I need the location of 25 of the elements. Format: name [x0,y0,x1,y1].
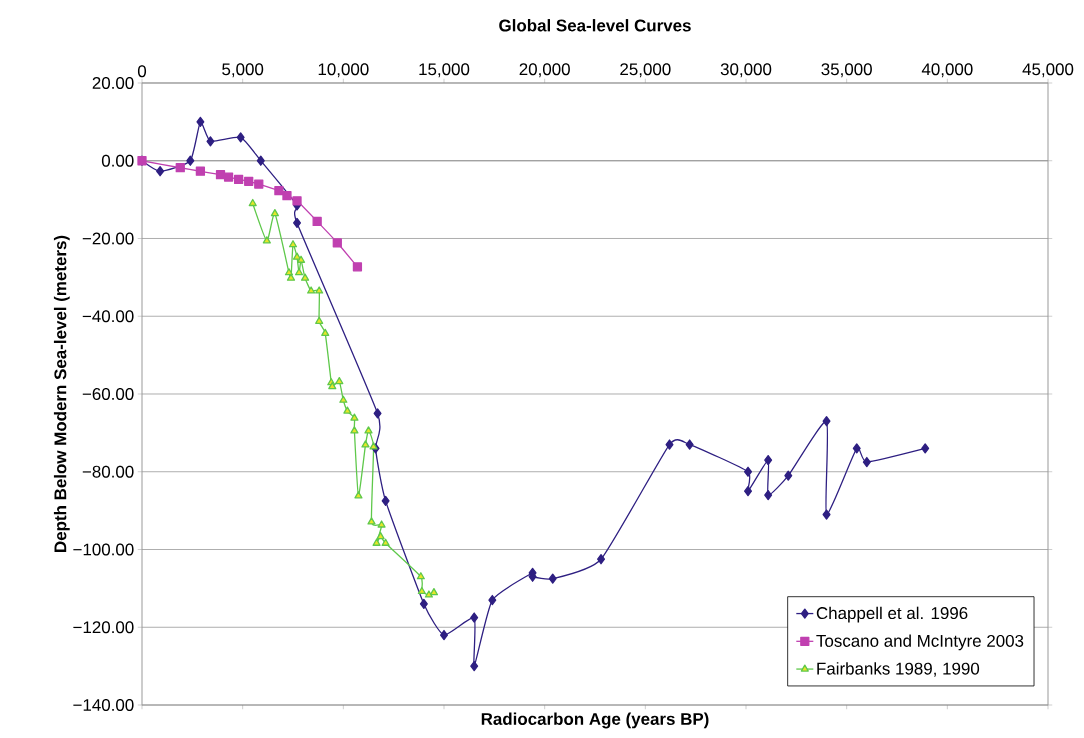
legend-label: Chappell et al. 1996 [816,606,968,623]
y-tick-label: 0.00 [101,154,134,167]
y-tick-label: −140.00 [73,699,134,711]
x-tick-label: 30,000 [720,63,772,78]
y-tick-label: −60.00 [82,388,134,400]
y-tick-label: −20.00 [82,232,134,245]
x-tick-label: 0 [137,65,147,78]
chart-title: Global Sea-level Curves [499,19,691,32]
legend-label: Fairbanks 1989, 1990 [817,662,980,677]
y-tick-label: −100.00 [73,543,134,556]
legend-label: Toscano and McIntyre 2003 [816,634,1024,651]
y-tick-label: 20.00 [92,77,134,89]
x-tick-label: 40,000 [921,63,973,78]
x-tick-label: 15,000 [419,63,470,78]
x-tick-label: 35,000 [821,63,872,78]
x-tick-label: 25,000 [620,63,671,78]
y-tick-label: −120.00 [73,621,134,634]
y-tick-label: −80.00 [82,465,134,478]
x-tick-label: 45,000 [1022,63,1074,78]
y-tick-label: −40.00 [82,310,134,323]
x-tick-label: 5,000 [222,63,264,78]
x-tick-label: 20,000 [519,63,570,78]
x-axis-title: Radiocarbon Age (years BP) [481,712,709,729]
x-tick-label: 10,000 [318,63,369,78]
y-axis-title: Depth Below Modern Sea-level (meters) [53,235,70,552]
